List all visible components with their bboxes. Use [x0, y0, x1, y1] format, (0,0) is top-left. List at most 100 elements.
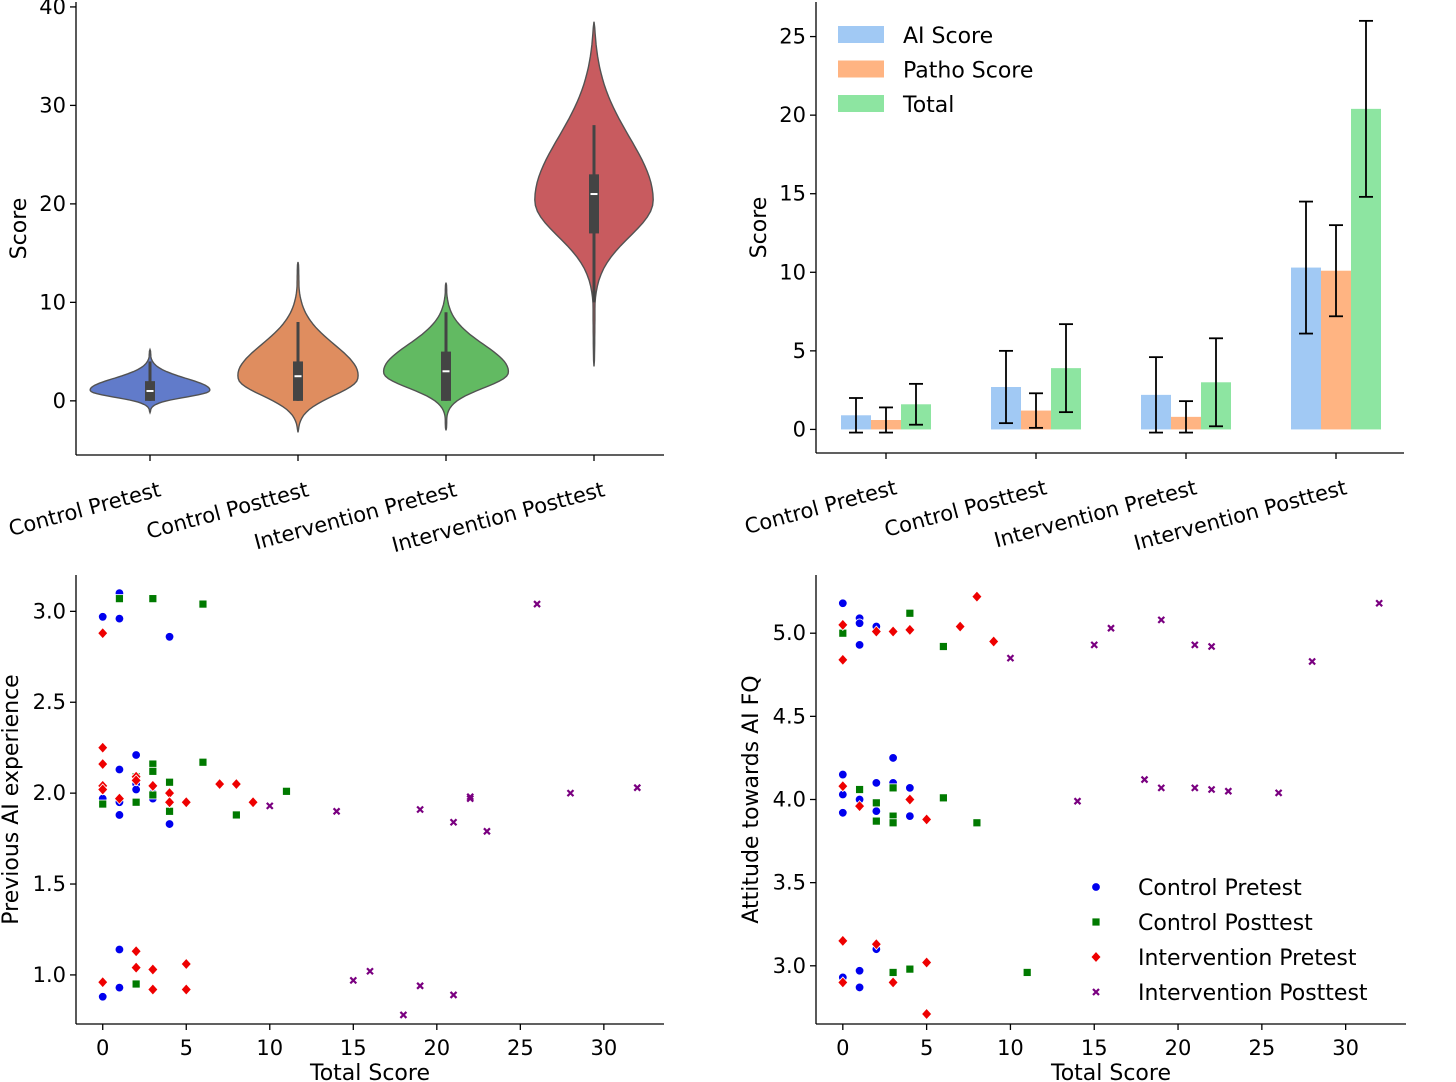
- scatter-chart-ai-experience: 1.0 1.5 2.0 2.5 3.0 0 5 10 15 20 25 30 Previous AI e…: [0, 575, 664, 1082]
- data-point: [130, 961, 142, 974]
- legend-label: Total: [902, 93, 954, 118]
- data-point: [97, 627, 109, 640]
- data-point: [1140, 775, 1149, 784]
- x-tick-label: 25: [507, 1036, 534, 1060]
- data-point: [332, 807, 341, 816]
- data-point: [1191, 641, 1199, 649]
- data-point: [1092, 988, 1100, 996]
- data-point: [854, 618, 865, 628]
- data-point: [148, 594, 158, 604]
- data-point: [1157, 784, 1166, 792]
- data-point: [838, 769, 848, 780]
- data-point: [130, 774, 142, 787]
- data-point: [98, 612, 108, 622]
- data-point: [871, 816, 881, 826]
- data-point: [1207, 785, 1216, 794]
- legend-swatch: [838, 95, 884, 112]
- legend-swatch: [838, 26, 884, 43]
- data-point: [349, 976, 358, 985]
- legend-label: Intervention Pretest: [1138, 946, 1357, 971]
- x-tick-label: 5: [920, 1036, 933, 1060]
- data-point: [837, 976, 849, 989]
- scatter-legend: Control Pretest Control Posttest Intervent…: [1090, 876, 1368, 1006]
- y-tick-label: 25: [779, 25, 806, 49]
- data-point: [633, 783, 642, 792]
- x-tick-label: 0: [96, 1036, 109, 1060]
- data-point: [905, 811, 915, 821]
- y-tick-label: 3.5: [773, 871, 806, 895]
- data-point: [131, 979, 141, 989]
- x-axis-label: Total Score: [309, 1061, 430, 1082]
- y-tick-label: 3.0: [33, 599, 66, 623]
- violin-box: [441, 351, 451, 401]
- data-point: [483, 827, 491, 836]
- data-point: [837, 780, 849, 793]
- y-tick-label: 10: [779, 260, 806, 284]
- data-point: [971, 590, 983, 603]
- data-point: [231, 810, 241, 820]
- data-point: [838, 808, 848, 818]
- data-point: [165, 777, 174, 787]
- data-point: [838, 598, 848, 608]
- data-point: [97, 757, 109, 771]
- y-tick-label: 4.0: [773, 788, 806, 812]
- data-point: [366, 967, 374, 976]
- x-tick-label: Control Pretest: [6, 477, 163, 541]
- data-point: [1107, 624, 1115, 632]
- data-point: [905, 964, 915, 974]
- x-tick-label: 30: [1332, 1036, 1359, 1060]
- data-point: [180, 957, 192, 971]
- data-point: [164, 632, 175, 642]
- legend-swatch: [838, 60, 884, 78]
- data-point: [1091, 882, 1101, 892]
- violin-box: [589, 174, 599, 234]
- data-point: [97, 783, 109, 796]
- data-point: [164, 796, 176, 809]
- data-point: [905, 608, 915, 618]
- y-tick-label: 5: [793, 339, 806, 363]
- data-point: [180, 983, 192, 996]
- data-point: [888, 968, 898, 977]
- data-point: [921, 813, 933, 826]
- y-tick-label: 30: [39, 93, 66, 117]
- y-tick-label: 15: [779, 182, 806, 206]
- data-point: [416, 982, 424, 990]
- data-point: [888, 753, 898, 763]
- data-point: [147, 983, 159, 996]
- data-point: [115, 594, 124, 604]
- y-axis-label: Previous AI experience: [0, 674, 24, 924]
- data-point: [870, 625, 882, 638]
- data-point: [988, 635, 1000, 648]
- data-point: [399, 1011, 408, 1019]
- data-point: [1224, 787, 1233, 795]
- x-tick-label: 0: [836, 1036, 849, 1060]
- data-point: [97, 741, 109, 754]
- data-point: [972, 818, 982, 828]
- data-point: [904, 793, 916, 806]
- data-point: [1022, 968, 1032, 977]
- data-point: [888, 818, 898, 828]
- legend-label: Intervention Posttest: [1138, 981, 1368, 1006]
- y-tick-label: 0: [53, 389, 66, 413]
- x-tick-label: Control Pretest: [742, 475, 899, 539]
- y-tick-label: 2.5: [33, 690, 66, 714]
- data-point: [871, 806, 882, 816]
- data-point: [416, 805, 424, 814]
- legend-label: AI Score: [903, 24, 993, 49]
- y-tick-label: 20: [779, 103, 806, 127]
- legend-label: Control Pretest: [1138, 876, 1302, 901]
- violin-box: [293, 361, 303, 401]
- data-point: [854, 966, 865, 976]
- data-point: [921, 956, 933, 969]
- data-point: [954, 620, 966, 633]
- data-point: [888, 783, 898, 793]
- data-point: [466, 794, 475, 803]
- x-tick-label: 30: [590, 1036, 617, 1060]
- scatter-chart-attitude: 3.0 3.5 4.0 4.5 5.0 0 5 10 15 20 25 30 Attitude towa…: [739, 575, 1406, 1082]
- y-tick-label: 1.0: [33, 963, 66, 987]
- x-axis-label: Total Score: [1050, 1061, 1171, 1082]
- y-tick-label: 20: [39, 192, 66, 216]
- data-point: [854, 982, 865, 993]
